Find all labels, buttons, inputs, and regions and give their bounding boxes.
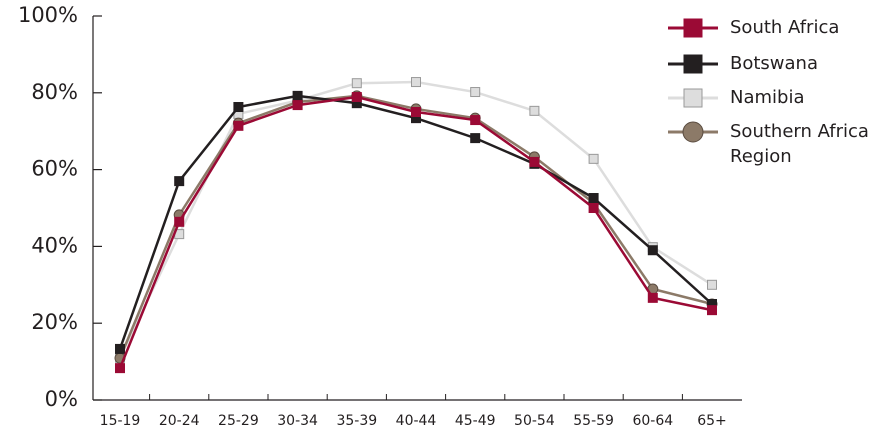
legend-marker (683, 54, 703, 74)
x-tick-label: 15-19 (100, 413, 141, 429)
point (233, 120, 244, 131)
point (529, 105, 540, 116)
point (351, 78, 362, 89)
point (588, 203, 599, 213)
x-tick-label: 45-49 (455, 413, 496, 429)
x-tick-label: 30-34 (277, 413, 318, 429)
point (174, 216, 185, 227)
point (470, 115, 481, 126)
legend-label: Southern Africa Region (730, 121, 869, 167)
x-tick-label: 50-54 (514, 413, 555, 429)
legend-marker (682, 121, 704, 143)
point (233, 102, 244, 113)
point (351, 92, 362, 103)
point (588, 153, 599, 164)
y-tick-label: 60% (31, 157, 78, 181)
point (292, 100, 303, 111)
point (707, 279, 717, 290)
point (647, 292, 658, 303)
legend-marker (683, 88, 703, 108)
y-tick-label: 100% (18, 3, 78, 27)
y-tick-label: 80% (31, 80, 78, 104)
legend-label: Botswana (730, 53, 818, 74)
point (470, 133, 481, 144)
legend-marker (683, 18, 703, 38)
series-line (118, 80, 713, 359)
series-line (118, 94, 713, 350)
x-tick-label: 40-44 (396, 413, 437, 429)
x-tick-label: 65+ (697, 413, 727, 429)
point (707, 305, 717, 316)
x-tick-label: 60-64 (632, 413, 673, 429)
x-tick-label: 25-29 (218, 413, 259, 429)
point (529, 156, 540, 167)
point (174, 176, 185, 187)
x-tick-label: 35-39 (336, 413, 377, 429)
legend-label: Namibia (730, 87, 805, 108)
point (470, 87, 481, 98)
legend-label: South Africa (730, 17, 840, 38)
point (411, 77, 421, 88)
y-tick-label: 20% (31, 310, 78, 334)
point (647, 245, 658, 256)
point (411, 107, 421, 117)
point (588, 193, 599, 204)
point (292, 90, 303, 101)
point (115, 343, 125, 354)
x-tick-label: 55-59 (573, 413, 614, 429)
point (115, 363, 125, 374)
series-line (118, 95, 713, 369)
series-line (118, 94, 713, 359)
y-tick-label: 0% (45, 387, 78, 411)
y-tick-label: 40% (31, 233, 78, 257)
x-tick-label: 20-24 (159, 413, 200, 429)
